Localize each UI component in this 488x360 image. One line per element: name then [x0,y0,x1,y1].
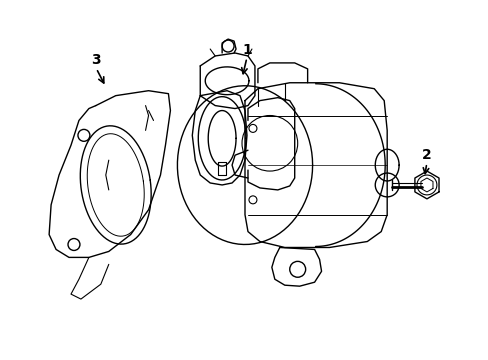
Text: 2: 2 [421,148,431,162]
Text: 1: 1 [242,42,251,57]
Text: 3: 3 [91,53,101,67]
